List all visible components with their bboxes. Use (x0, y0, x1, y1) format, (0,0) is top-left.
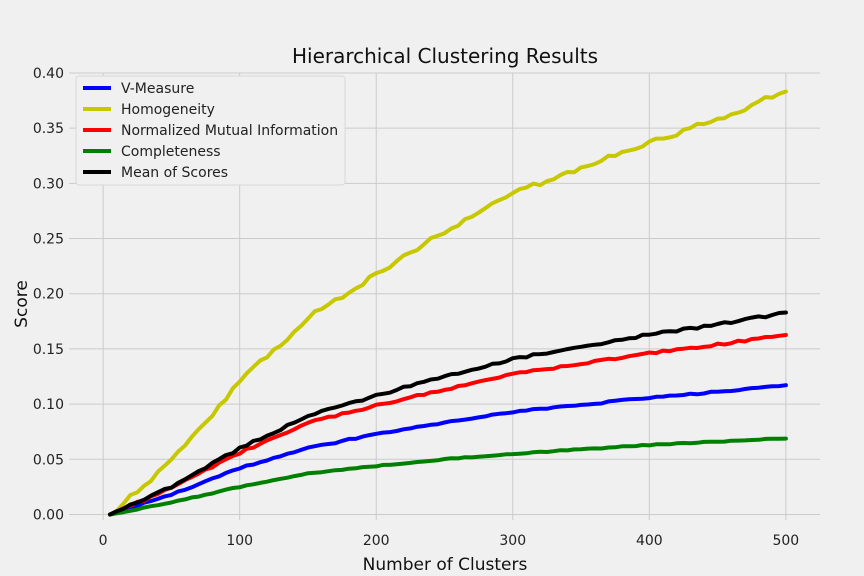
x-tick-label: 100 (226, 533, 253, 549)
legend-label: Completeness (121, 144, 221, 160)
y-tick-label: 0.25 (33, 232, 64, 248)
y-tick-label: 0.20 (33, 287, 64, 303)
series-line-2 (108, 89, 788, 517)
legend-label: Mean of Scores (121, 165, 228, 181)
x-tick-label: 400 (636, 533, 663, 549)
y-tick-label: 0.05 (33, 452, 64, 468)
chart-title: Hierarchical Clustering Results (292, 44, 598, 68)
x-tick-label: 300 (499, 533, 526, 549)
legend-label: Normalized Mutual Information (121, 123, 338, 139)
legend-box (75, 75, 346, 186)
y-tick-label: 0.15 (33, 342, 64, 358)
legend: V-Measure Homogeneity Normalized Mutual In… (75, 75, 346, 186)
tick-labels: 0 100 200 300 400 500 0.00 0.05 0.10 0.15 0.20 0.25… (33, 66, 799, 549)
series-line-1 (108, 383, 788, 517)
y-tick-label: 0.30 (33, 176, 64, 192)
series-line-4 (108, 436, 788, 517)
x-tick-label: 500 (772, 533, 799, 549)
legend-label: V-Measure (121, 81, 194, 97)
series-line-3 (108, 333, 788, 517)
y-tick-label: 0.00 (33, 507, 64, 523)
y-tick-label: 0.40 (33, 66, 64, 82)
y-axis-label: Score (12, 280, 32, 328)
x-tick-label: 200 (363, 533, 390, 549)
y-tick-label: 0.10 (33, 397, 64, 413)
series-lines (108, 89, 788, 517)
x-tick-label: 0 (99, 533, 108, 549)
y-tick-label: 0.35 (33, 121, 64, 137)
x-axis-label: Number of Clusters (363, 555, 528, 575)
legend-label: Homogeneity (121, 102, 215, 118)
series-line-5 (108, 310, 788, 517)
